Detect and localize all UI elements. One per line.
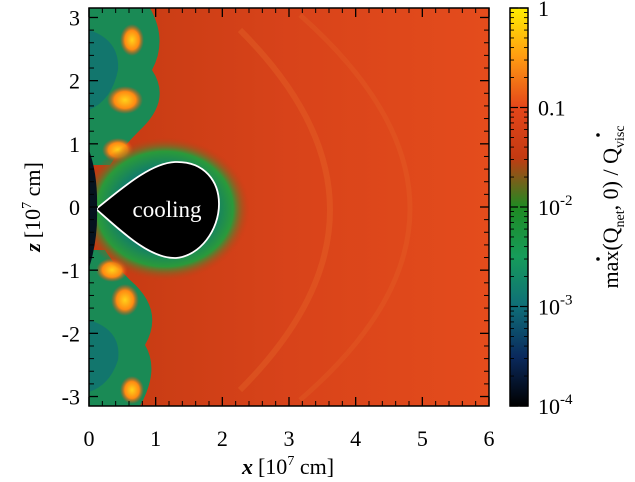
heatmap-hot-spot	[120, 24, 144, 56]
heatmap-arc	[298, 13, 413, 402]
x-axis-label-exp: 7	[287, 454, 294, 469]
heatmap-hot-spot	[107, 86, 143, 114]
y-axis-label: z [107 cm]	[20, 162, 45, 253]
colorbar-tick-label: 10-2	[538, 193, 573, 220]
colorbar-tick-label: 1	[538, 0, 549, 21]
colorbar-label: max(Qnet, 0) / Qvisc	[598, 125, 628, 288]
x-tick-label: 2	[217, 426, 228, 451]
x-axis-label-var: x	[241, 454, 253, 479]
axis-core	[89, 150, 98, 268]
x-axis-label: x [107 cm]	[241, 454, 334, 479]
heatmap-hot-spot	[111, 284, 139, 316]
x-tick-label: 4	[350, 426, 361, 451]
colorbar-tick-label: 10-4	[538, 392, 573, 419]
colorbar-tick-label: 0.1	[538, 96, 566, 121]
colorbar-label-q1-sub: net	[613, 210, 628, 227]
x-tick-label: 0	[84, 426, 95, 451]
y-tick-label: -2	[62, 321, 80, 346]
colorbar-label-middle: , 0) /	[598, 164, 623, 210]
x-tick-label: 5	[417, 426, 428, 451]
y-axis-label-unit: [10	[20, 209, 45, 238]
heatmap-teal-patch	[89, 30, 119, 110]
y-axis-label-tail: cm]	[20, 162, 45, 202]
y-axis-label-var: z	[20, 243, 45, 253]
x-tick-label: 6	[484, 426, 495, 451]
colorbar-label-q2-sub: visc	[613, 125, 628, 148]
q-dot-icon	[596, 257, 600, 261]
colorbar-label-dots	[596, 133, 600, 261]
y-tick-label: -3	[62, 385, 80, 410]
y-tick-label: 0	[69, 195, 80, 220]
colorbar-tick-label: 10-3	[538, 293, 573, 320]
x-axis-label-unit: [10	[258, 454, 287, 479]
y-axis-label-exp: 7	[20, 202, 35, 209]
colorbar-label-q2: Q	[598, 148, 623, 164]
heatmap-teal-patch	[89, 320, 119, 392]
cooling-region	[94, 161, 220, 259]
colorbar-axis: 1 0.1 10-2 10-3 10-4	[510, 0, 573, 419]
heatmap-field	[89, 8, 489, 406]
colorbar-label-q1: Q	[598, 227, 623, 243]
y-tick-label: 3	[69, 5, 80, 30]
y-axis: -3 -2 -1 0 1 2 3	[62, 5, 489, 410]
x-tick-label: 1	[150, 426, 161, 451]
heatmap-hot-spot	[120, 376, 144, 404]
y-tick-label: 2	[69, 69, 80, 94]
x-tick-label: 3	[284, 426, 295, 451]
x-axis-label-tail: cm]	[294, 454, 334, 479]
y-tick-label: 1	[69, 132, 80, 157]
heatmap-arc	[237, 27, 333, 393]
colorbar-label-prefix: max(	[598, 243, 623, 288]
y-tick-label: -1	[62, 258, 80, 283]
q-dot-icon	[596, 133, 600, 137]
x-axis: 0 1 2 3 4 5 6	[84, 8, 495, 451]
cooling-label: cooling	[133, 197, 202, 222]
